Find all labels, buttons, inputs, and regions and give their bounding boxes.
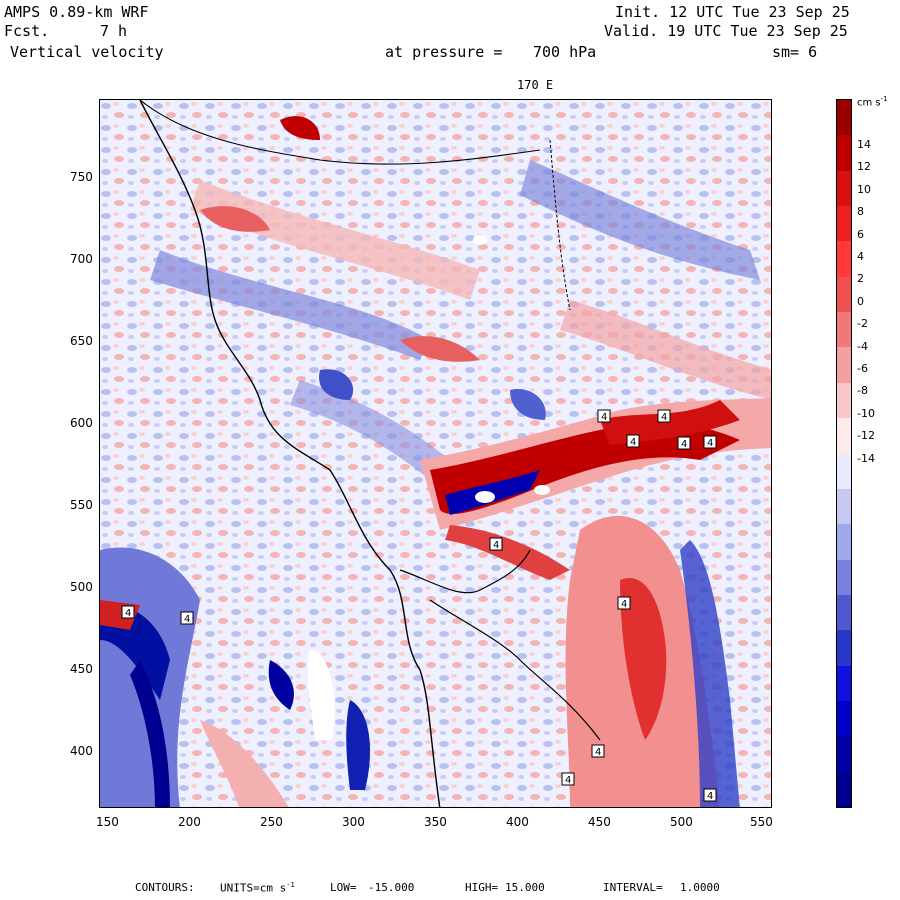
colorbar-segment <box>837 418 851 454</box>
footer-low-value: -15.000 <box>368 881 415 894</box>
x-tick: 350 <box>424 815 447 829</box>
init-time: Init. 12 UTC Tue 23 Sep 25 <box>615 3 850 21</box>
meridian-label: 170 E <box>517 78 554 92</box>
colorbar-segment <box>837 206 851 242</box>
colorbar-label: -14 <box>857 451 875 465</box>
colorbar-label: 8 <box>857 205 864 219</box>
footer-contours-label: CONTOURS: <box>135 881 195 894</box>
colorbar-segment <box>837 453 851 490</box>
colorbar-label: -10 <box>857 406 875 420</box>
colorbar-segment <box>837 630 851 667</box>
y-tick: 600 <box>70 416 93 430</box>
y-tick: 450 <box>70 662 93 676</box>
x-tick: 250 <box>260 815 283 829</box>
footer-interval-value: 1.0000 <box>680 881 720 894</box>
colorbar-segment <box>837 347 851 384</box>
colorbar-label: 12 <box>857 160 871 174</box>
colorbar <box>836 99 852 808</box>
smoothing-label: sm= 6 <box>772 43 818 61</box>
colorbar-segment <box>837 382 851 419</box>
colorbar-segment <box>837 312 851 348</box>
colorbar-segment <box>837 559 851 596</box>
contour-label: 4 <box>595 747 601 758</box>
y-tick: 550 <box>70 498 93 512</box>
colorbar-segment <box>837 170 851 207</box>
y-tick: 400 <box>70 744 93 758</box>
colorbar-label: -2 <box>857 317 868 331</box>
contour-label: 4 <box>707 791 713 802</box>
contour-label: 4 <box>125 608 131 619</box>
colorbar-segment <box>837 771 851 808</box>
colorbar-segment <box>837 594 851 631</box>
pressure-label: at pressure = <box>385 43 503 61</box>
vertical-velocity-map: 4 4 4 4 4 4 4 4 4 4 4 4 <box>99 99 772 808</box>
model-title: AMPS 0.89-km WRF <box>4 3 149 21</box>
colorbar-segment <box>837 100 851 136</box>
x-tick: 450 <box>588 815 611 829</box>
colorbar-label: 0 <box>857 294 864 308</box>
y-tick: 750 <box>70 170 93 184</box>
colorbar-label: 10 <box>857 182 871 196</box>
colorbar-segment <box>837 488 851 525</box>
pressure-value: 700 hPa <box>533 43 597 61</box>
contour-field: 4 4 4 4 4 4 4 4 4 4 4 4 <box>100 100 771 807</box>
footer-high-label: HIGH= <box>465 881 499 894</box>
colorbar-segment <box>837 665 851 702</box>
colorbar-label: 6 <box>857 227 864 241</box>
colorbar-label: -8 <box>857 384 868 398</box>
colorbar-label: 4 <box>857 250 864 263</box>
x-tick: 200 <box>178 815 201 829</box>
contour-label: 4 <box>630 437 636 448</box>
x-tick: 150 <box>96 815 119 829</box>
contour-label: 4 <box>661 412 667 423</box>
colorbar-segment <box>837 736 851 773</box>
contour-label: 4 <box>565 775 571 786</box>
y-tick: 650 <box>70 334 93 348</box>
colorbar-units: cm s-1 <box>857 95 888 109</box>
contour-label: 4 <box>707 438 713 449</box>
colorbar-label: -4 <box>857 339 868 353</box>
forecast-label: Fcst. <box>4 22 50 40</box>
contour-label: 4 <box>601 412 607 423</box>
x-tick: 500 <box>670 815 693 829</box>
footer-units: UNITS=cm s-1 <box>220 881 295 895</box>
footer-high-value: 15.000 <box>505 881 545 894</box>
valid-time: Valid. 19 UTC Tue 23 Sep 25 <box>604 22 848 40</box>
footer-low-label: LOW= <box>330 881 357 894</box>
contour-label: 4 <box>493 540 499 551</box>
colorbar-segment <box>837 241 851 278</box>
colorbar-segment <box>837 524 851 561</box>
colorbar-label: -6 <box>857 362 868 375</box>
forecast-value: 7 h <box>100 22 128 40</box>
x-tick: 550 <box>750 815 773 829</box>
x-tick: 300 <box>342 815 365 829</box>
contour-label: 4 <box>184 614 190 625</box>
colorbar-label: 14 <box>857 138 871 151</box>
y-tick: 700 <box>70 252 93 266</box>
colorbar-segment <box>837 135 851 172</box>
contour-label: 4 <box>681 439 687 450</box>
colorbar-label: -12 <box>857 429 875 443</box>
field-name: Vertical velocity <box>10 43 164 61</box>
contour-label: 4 <box>621 599 627 610</box>
footer-interval-label: INTERVAL= <box>603 881 663 894</box>
x-tick: 400 <box>506 815 529 829</box>
colorbar-segment <box>837 700 851 737</box>
colorbar-segment <box>837 276 851 313</box>
colorbar-label: 2 <box>857 272 864 286</box>
y-tick: 500 <box>70 580 93 594</box>
